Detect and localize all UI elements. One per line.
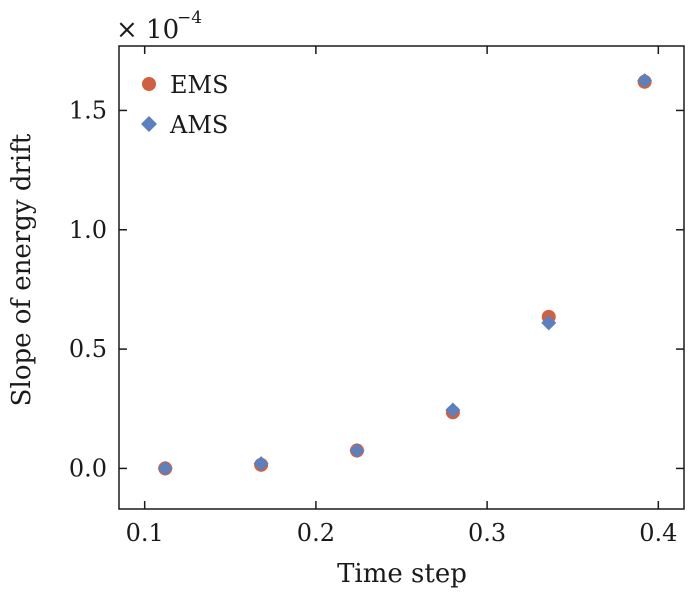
legend: EMS AMS [141,71,229,139]
y-tick-label: 0.5 [69,335,107,363]
y-tick-label: 1.5 [69,96,107,124]
x-tick-label: 0.1 [126,519,164,547]
point-ams [349,443,365,459]
legend-label-ems: EMS [170,71,229,99]
point-ams [157,460,173,476]
legend-marker-ams [141,116,157,132]
data-points [157,73,653,476]
y-tick-label: 0.0 [69,454,107,482]
x-tick-label: 0.3 [468,519,506,547]
y-multiplier-exponent: −4 [177,8,202,28]
y-axis-label: Slope of energy drift [7,133,37,406]
point-ams [253,456,269,472]
point-ams [541,315,557,331]
x-tick-label: 0.4 [639,519,677,547]
point-ams [445,402,461,418]
y-multiplier: × 10 −4 [116,8,202,45]
y-axis: 0.0 0.5 1.0 1.5 [69,96,684,482]
y-tick-label: 1.0 [69,216,107,244]
legend-label-ams: AMS [169,111,228,139]
x-axis: 0.1 0.2 0.3 0.4 [126,46,677,547]
legend-marker-ems [142,77,156,91]
x-tick-label: 0.2 [297,519,335,547]
point-ams [637,73,653,89]
x-axis-label: Time step [337,559,467,589]
plot-frame [118,45,685,510]
y-multiplier-base: × 10 [116,15,179,45]
